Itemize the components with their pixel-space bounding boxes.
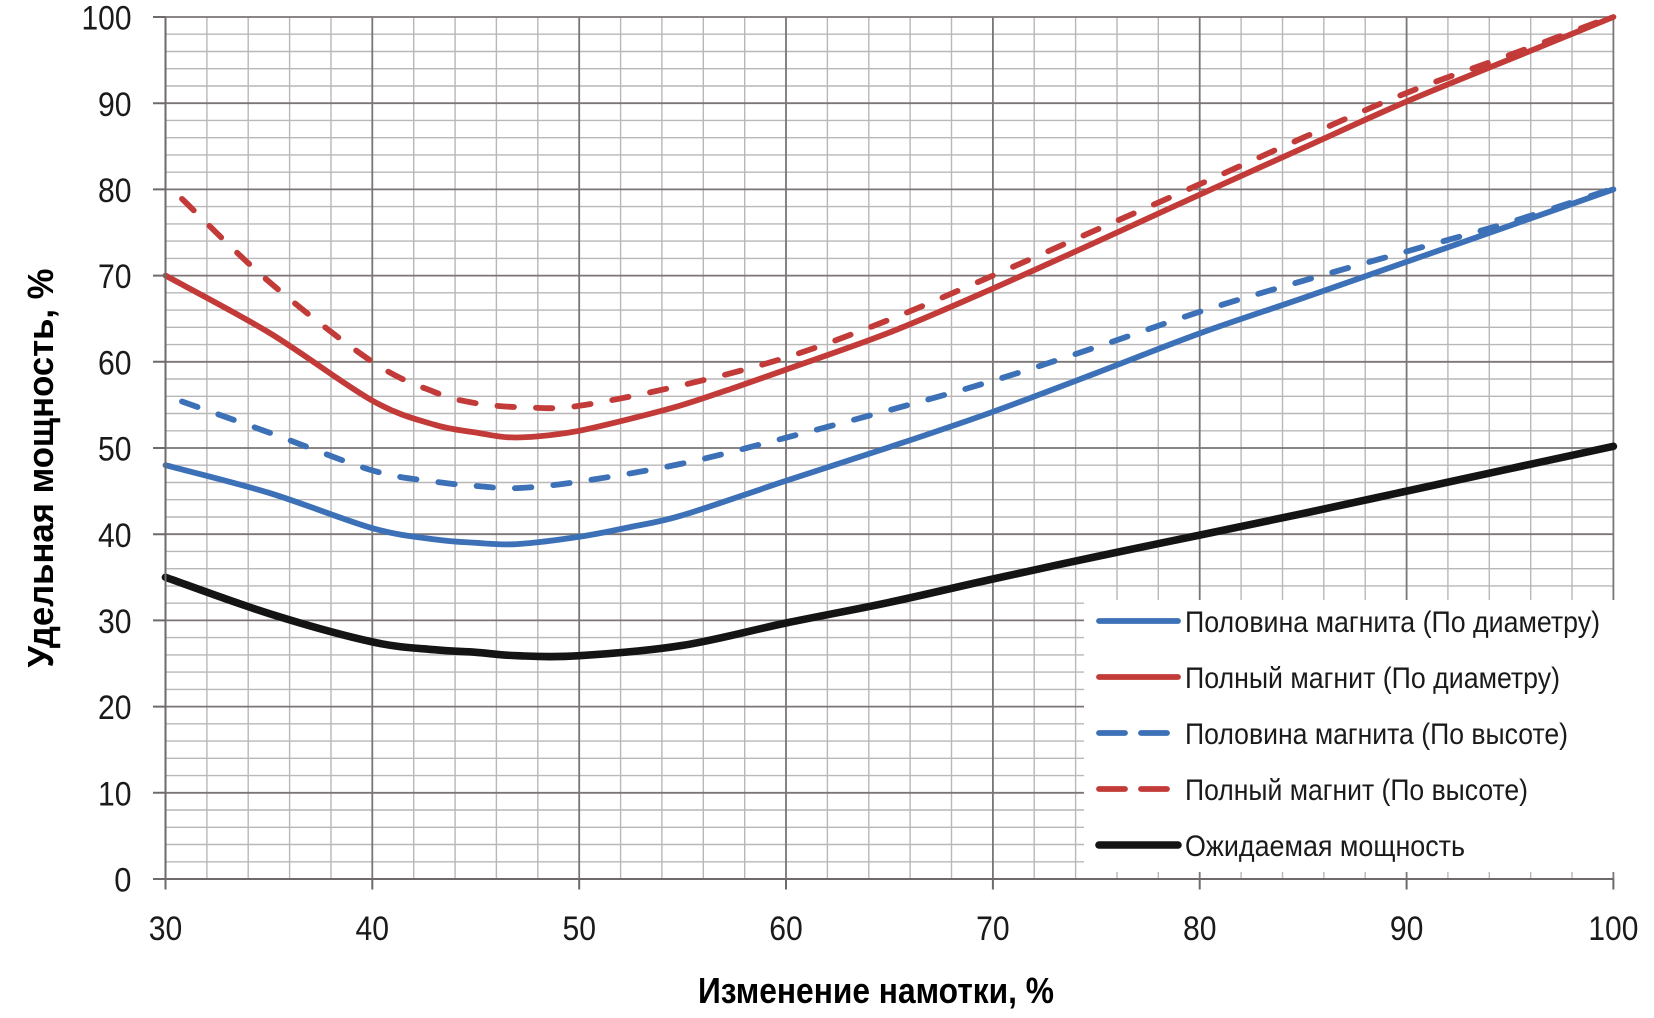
svg-text:60: 60	[769, 910, 803, 948]
svg-text:Половина магнита (По высоте): Половина магнита (По высоте)	[1185, 718, 1568, 751]
svg-text:90: 90	[98, 86, 132, 124]
svg-text:70: 70	[98, 258, 132, 296]
svg-text:50: 50	[98, 431, 132, 469]
svg-text:40: 40	[98, 517, 132, 555]
svg-text:Удельная мощность, %: Удельная мощность, %	[20, 269, 61, 668]
svg-text:90: 90	[1390, 910, 1424, 948]
svg-text:30: 30	[149, 910, 183, 948]
svg-text:0: 0	[114, 862, 131, 900]
svg-text:100: 100	[82, 0, 132, 38]
svg-text:60: 60	[98, 344, 132, 382]
svg-text:80: 80	[98, 172, 132, 210]
svg-text:10: 10	[98, 775, 132, 813]
svg-text:Ожидаемая мощность: Ожидаемая мощность	[1185, 830, 1465, 863]
svg-text:Полный магнит (По диаметру): Полный магнит (По диаметру)	[1185, 662, 1560, 695]
svg-text:40: 40	[356, 910, 390, 948]
svg-text:50: 50	[562, 910, 596, 948]
svg-text:20: 20	[98, 689, 132, 727]
svg-text:100: 100	[1588, 910, 1638, 948]
svg-text:80: 80	[1183, 910, 1217, 948]
svg-text:30: 30	[98, 603, 132, 641]
svg-text:Изменение намотки, %: Изменение намотки, %	[698, 970, 1054, 1011]
svg-text:Половина магнита (По диаметру): Половина магнита (По диаметру)	[1185, 606, 1600, 639]
svg-text:Полный магнит (По высоте): Полный магнит (По высоте)	[1185, 774, 1528, 807]
svg-text:70: 70	[976, 910, 1010, 948]
